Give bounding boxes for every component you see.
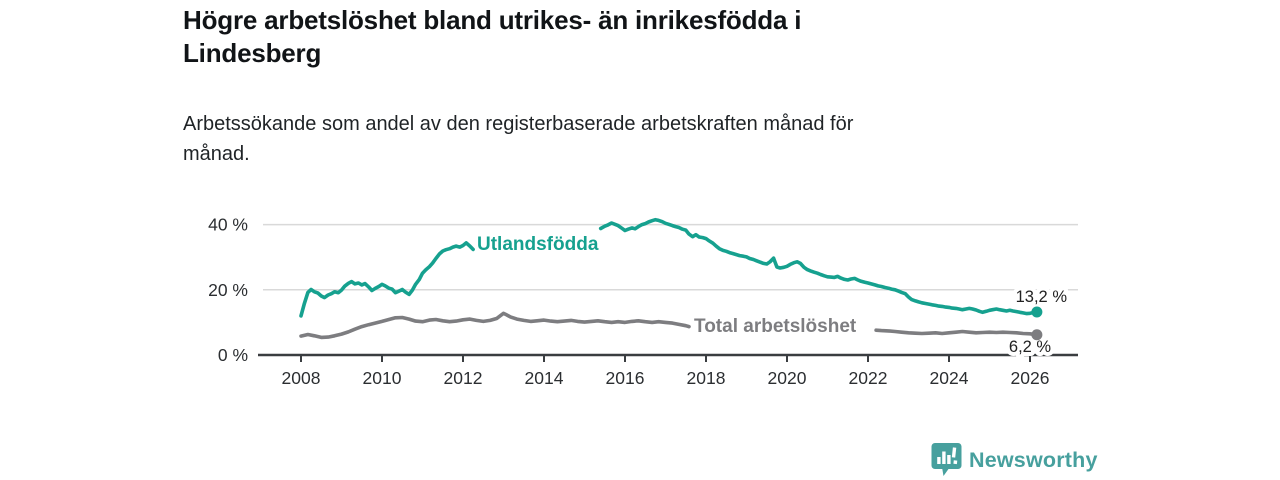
speech-bubble-bar-chart-icon — [931, 443, 962, 476]
end-value-label-utlandsfodda: 13,2 % — [1016, 288, 1068, 306]
x-tick-label-2016: 2016 — [606, 368, 645, 388]
x-tick-label-2022: 2022 — [849, 368, 888, 388]
chart-title-line1: Högre arbetslöshet bland utrikes- än inr… — [183, 5, 802, 35]
chart-subtitle: Arbetssökande som andel av den registerb… — [183, 109, 1063, 169]
y-axis: 0 % 20 % 40 % — [208, 215, 248, 365]
x-tick-label-2024: 2024 — [930, 368, 969, 388]
y-tick-label-0: 0 % — [218, 345, 248, 365]
series-line-1-segment-0 — [299, 311, 691, 340]
series-lines — [299, 217, 1039, 340]
end-dots — [1031, 306, 1043, 341]
newsworthy-logo[interactable]: Newsworthy — [931, 442, 1098, 478]
chart-title-line2: Lindesberg — [183, 38, 322, 68]
x-axis: 2008 2010 2012 2014 2016 2018 2020 2022 2024 2026 — [258, 353, 1078, 388]
series-line-0-segment-1 — [598, 217, 1039, 316]
end-value-label-total: 6,2 % — [1009, 338, 1052, 356]
newsworthy-logo-text: Newsworthy — [969, 447, 1098, 472]
y-tick-label-20: 20 % — [208, 280, 248, 300]
end-dot-1 — [1031, 329, 1043, 341]
series-label-utlandsfodda: Utlandsfödda — [477, 234, 599, 255]
x-tick-label-2012: 2012 — [444, 368, 483, 388]
x-tick-label-2008: 2008 — [282, 368, 321, 388]
x-tick-label-2018: 2018 — [687, 368, 726, 388]
chart-title: Högre arbetslöshet bland utrikes- än inr… — [183, 4, 1043, 70]
series-line-0-segment-0 — [299, 241, 475, 318]
y-tick-label-40: 40 % — [208, 215, 248, 235]
x-tick-label-2014: 2014 — [525, 368, 564, 388]
series-label-total-arbetsloshet: Total arbetslöshet — [694, 316, 857, 337]
x-tick-label-2026: 2026 — [1011, 368, 1050, 388]
x-tick-label-2020: 2020 — [768, 368, 807, 388]
end-dot-0 — [1031, 306, 1043, 318]
gridlines — [263, 223, 1078, 291]
x-tick-label-2010: 2010 — [363, 368, 402, 388]
series-line-1-segment-1 — [874, 328, 1039, 337]
chart-subtitle-line1: Arbetssökande som andel av den registerb… — [183, 113, 854, 135]
chart-subtitle-line2: månad. — [183, 143, 250, 165]
